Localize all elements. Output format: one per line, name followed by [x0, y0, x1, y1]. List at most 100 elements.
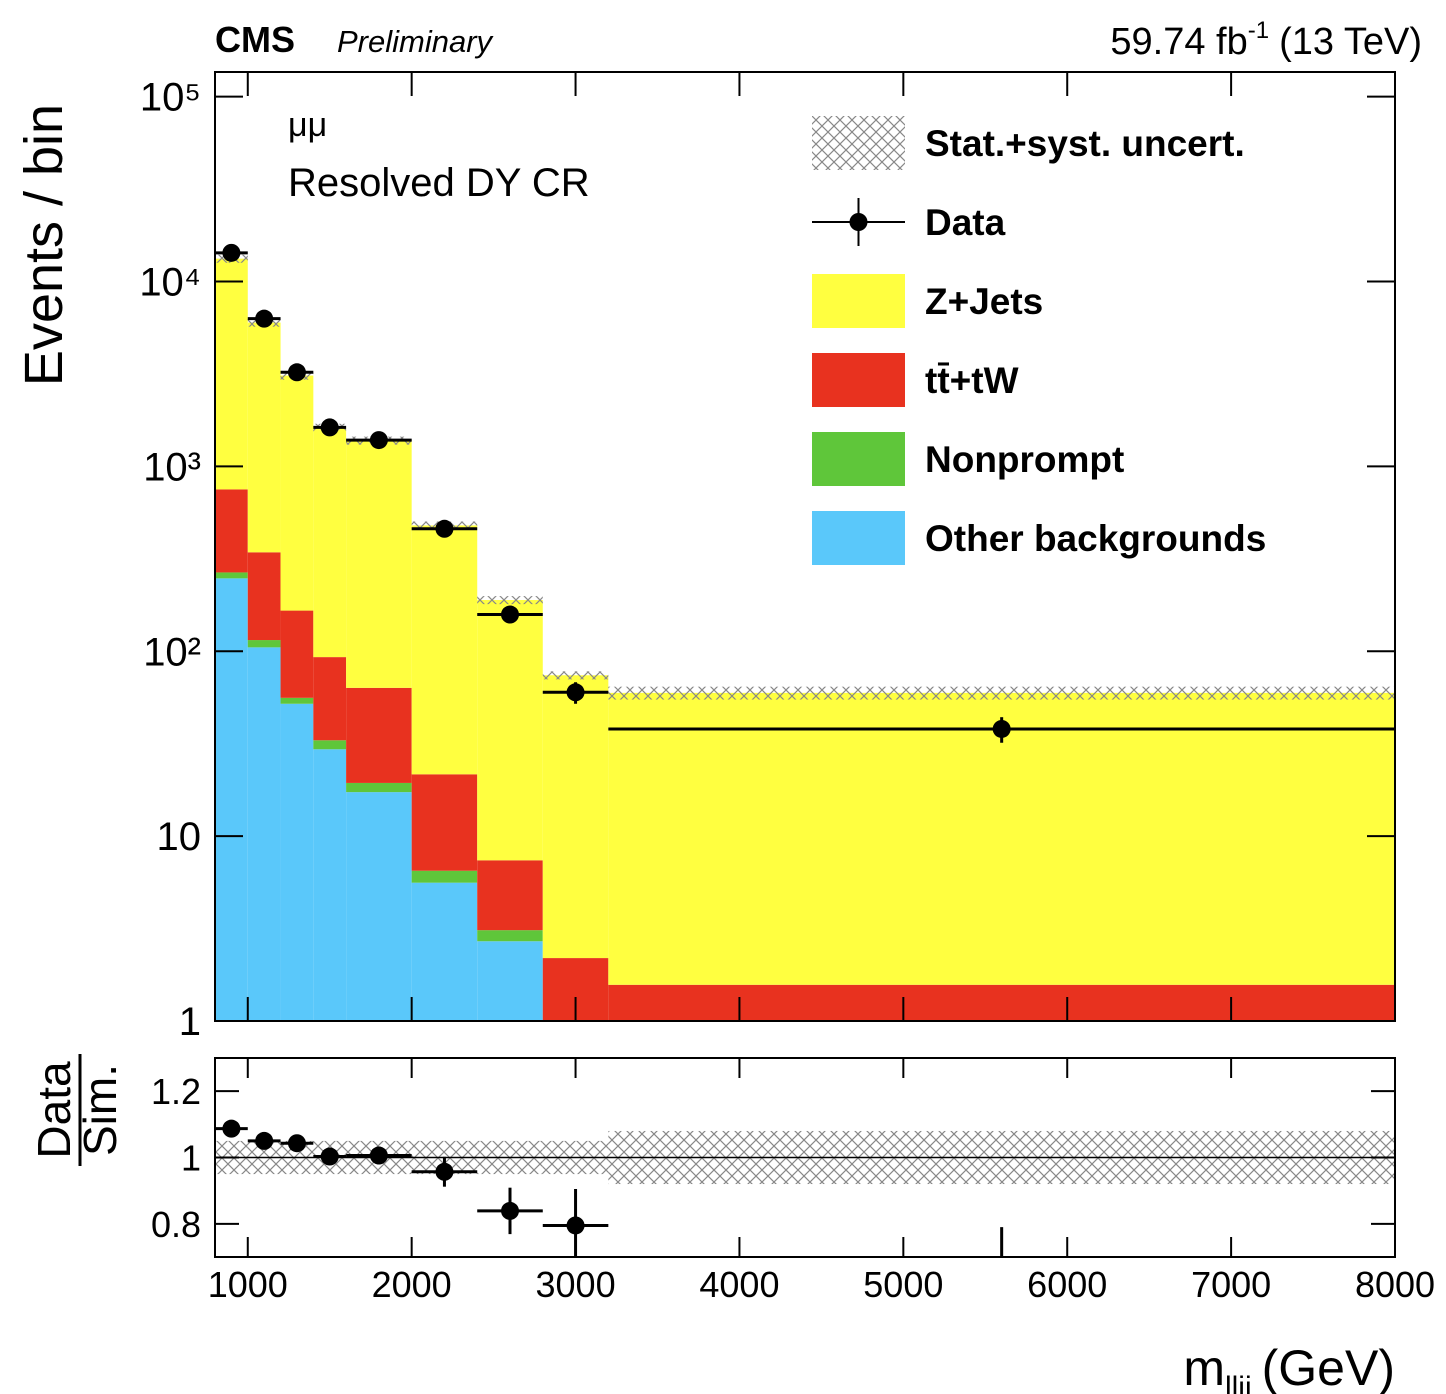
stack-bar — [542, 675, 609, 959]
status-label: Preliminary — [337, 24, 495, 59]
data-point — [320, 418, 339, 437]
x-label-sub: lljj — [1225, 1371, 1252, 1394]
ratio-label-top: Data — [28, 1061, 80, 1159]
ratio-point — [369, 1146, 388, 1165]
stack-bar — [346, 687, 412, 783]
stack-bar — [411, 525, 478, 775]
legend-swatch — [812, 274, 905, 328]
ratio-point — [320, 1147, 339, 1166]
annotation: μμ — [288, 106, 327, 144]
stack-bar — [411, 774, 478, 871]
legend-marker — [849, 213, 868, 231]
x-tick-label: 7000 — [1191, 1264, 1271, 1305]
stack-bar — [477, 930, 543, 942]
ratio-point — [222, 1119, 241, 1138]
main-frame — [214, 71, 1396, 1022]
legend-swatch — [812, 432, 905, 486]
stack-bar — [608, 984, 1395, 1021]
stack-bar — [280, 610, 314, 698]
stack-bar — [313, 740, 347, 750]
main-plot — [215, 243, 1395, 1021]
stack-bar — [411, 882, 478, 1021]
legend-label: Other backgrounds — [925, 518, 1266, 559]
stack-bar — [215, 578, 248, 1021]
y-tick-label: 10² — [143, 630, 201, 674]
stack-bar — [215, 572, 248, 579]
x-label-main: m — [1183, 1340, 1225, 1394]
lumi-exponent: -1 — [1248, 17, 1269, 44]
stack-bar — [477, 599, 543, 861]
legend-label: tt̄+tW — [925, 360, 1019, 401]
ratio-point — [566, 1216, 585, 1235]
stack-bar — [313, 657, 347, 741]
stack-bar — [280, 375, 314, 611]
stack-bar — [215, 258, 248, 490]
stack-bar — [247, 322, 281, 553]
x-label-unit: (GeV) — [1262, 1340, 1395, 1394]
x-tick-label: 2000 — [372, 1264, 452, 1305]
stack-bar — [247, 640, 281, 648]
x-tick-label: 1000 — [208, 1264, 288, 1305]
data-point — [287, 363, 306, 382]
legend: Stat.+syst. uncert. Data Z+Jets tt̄+tW Nonpr… — [812, 116, 1266, 565]
x-tick-label: 3000 — [536, 1264, 616, 1305]
x-tick-label: 5000 — [863, 1264, 943, 1305]
y-axis-label: Events / bin — [14, 104, 74, 386]
data-point — [566, 683, 585, 702]
data-point — [435, 519, 454, 538]
stack-bar — [280, 703, 314, 1021]
ratio-y-tick-label: 1 — [181, 1138, 201, 1179]
experiment-label: CMS — [215, 19, 295, 60]
ratio-plot — [215, 1119, 1395, 1286]
energy: (13 TeV) — [1279, 21, 1422, 63]
stack-bar — [346, 440, 412, 688]
legend-label: Z+Jets — [925, 281, 1043, 322]
stack-bar — [346, 792, 412, 1021]
stack-bar — [411, 870, 478, 883]
annotation: Resolved DY CR — [288, 161, 590, 205]
y-tick-label: 10 — [157, 815, 202, 859]
legend-swatch — [812, 116, 905, 170]
data-point — [255, 309, 274, 328]
stack-bar — [247, 552, 281, 641]
data-point — [369, 431, 388, 450]
uncertainty-band — [542, 671, 609, 680]
legend-swatch — [812, 511, 905, 565]
y-tick-label: 10⁵ — [140, 76, 201, 120]
ratio-y-tick-label: 0.8 — [151, 1204, 201, 1245]
ratio-point — [501, 1201, 519, 1220]
stack-bar — [280, 697, 314, 704]
ratio-point — [993, 1268, 1011, 1286]
ratio-point — [255, 1131, 274, 1150]
axes: 1000 2000 3000 4000 5000 6000 7000 800011010²10… — [139, 71, 1435, 1305]
stack-bar — [477, 860, 543, 931]
y-tick-label: 10³ — [143, 445, 201, 489]
ratio-y-label: Data Sim. — [28, 1054, 126, 1166]
y-tick-label: 10⁴ — [139, 261, 201, 305]
x-tick-label: 4000 — [699, 1264, 779, 1305]
x-tick-label: 6000 — [1027, 1264, 1107, 1305]
data-point — [501, 605, 519, 624]
x-axis-label: mlljj (GeV) — [1183, 1340, 1395, 1394]
ratio-point — [287, 1134, 306, 1153]
data-point — [992, 719, 1011, 738]
stack-bar — [477, 941, 543, 1021]
stack-bar — [346, 782, 412, 793]
ratio-point — [435, 1162, 454, 1181]
stack-bar — [247, 647, 281, 1021]
stack-bar — [313, 427, 347, 658]
legend-swatch — [812, 353, 905, 407]
stack-bar — [215, 489, 248, 573]
legend-label: Stat.+syst. uncert. — [925, 123, 1245, 164]
x-tick-label: 8000 — [1355, 1264, 1435, 1305]
lumi: 59.74 fb — [1110, 21, 1247, 63]
data-point — [222, 243, 241, 262]
y-tick-label: 1 — [179, 1000, 201, 1044]
ratio-y-tick-label: 1.2 — [151, 1071, 201, 1112]
legend-label: Data — [925, 202, 1006, 243]
stack-bar — [313, 749, 347, 1021]
lumi-label: 59.74 fb-1 (13 TeV) — [1110, 17, 1422, 63]
uncertainty-band — [608, 686, 1395, 700]
legend-label: Nonprompt — [925, 439, 1124, 480]
